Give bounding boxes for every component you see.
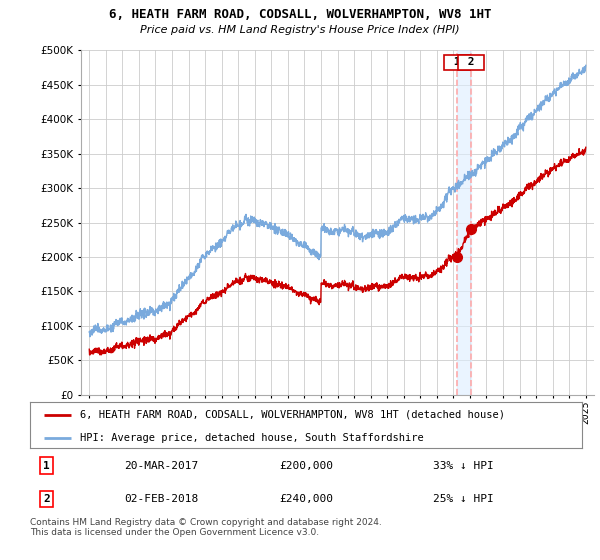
Text: 2: 2 [43, 494, 50, 504]
Bar [457, 50, 472, 395]
Text: £200,000: £200,000 [279, 461, 333, 470]
Text: 6, HEATH FARM ROAD, CODSALL, WOLVERHAMPTON, WV8 1HT: 6, HEATH FARM ROAD, CODSALL, WOLVERHAMPT… [109, 8, 491, 21]
Text: 1: 1 [43, 461, 50, 470]
Text: Contains HM Land Registry data © Crown copyright and database right 2024.
This d: Contains HM Land Registry data © Crown c… [30, 518, 382, 538]
Text: 33% ↓ HPI: 33% ↓ HPI [433, 461, 494, 470]
Text: HPI: Average price, detached house, South Staffordshire: HPI: Average price, detached house, Sout… [80, 433, 424, 443]
Text: 1: 1 [447, 57, 467, 67]
Text: 02-FEB-2018: 02-FEB-2018 [124, 494, 198, 504]
Text: 2: 2 [461, 57, 482, 67]
Text: £240,000: £240,000 [279, 494, 333, 504]
Text: 20-MAR-2017: 20-MAR-2017 [124, 461, 198, 470]
Text: Price paid vs. HM Land Registry's House Price Index (HPI): Price paid vs. HM Land Registry's House … [140, 25, 460, 35]
Text: 25% ↓ HPI: 25% ↓ HPI [433, 494, 494, 504]
Text: 6, HEATH FARM ROAD, CODSALL, WOLVERHAMPTON, WV8 1HT (detached house): 6, HEATH FARM ROAD, CODSALL, WOLVERHAMPT… [80, 410, 505, 420]
